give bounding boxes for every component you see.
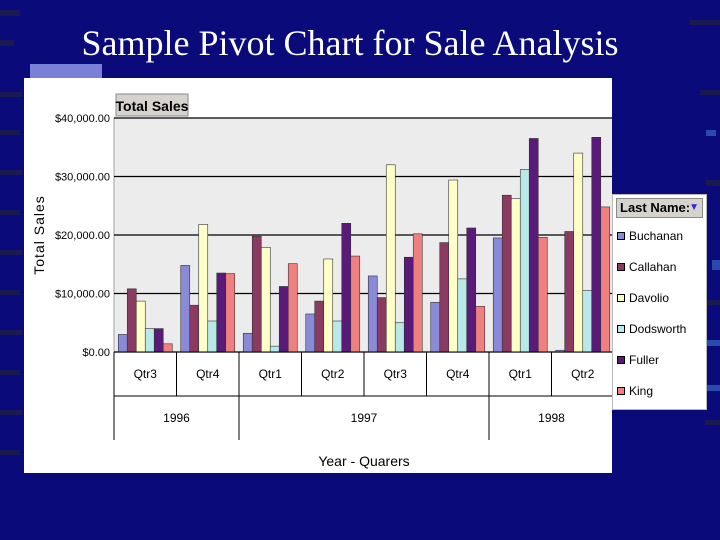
bar-callahan xyxy=(564,231,575,353)
bar-callahan xyxy=(314,300,325,353)
bar-davolio xyxy=(385,164,396,353)
bar-buchanan xyxy=(180,265,191,353)
bar-davolio xyxy=(135,300,146,353)
bar-king xyxy=(350,255,361,353)
y-tick-label: $30,000.00 xyxy=(55,172,110,184)
bar-dodsworth xyxy=(269,345,280,353)
legend-label: Dodsworth xyxy=(629,322,687,336)
legend-label: Buchanan xyxy=(629,229,684,243)
chart-legend: Last Name: ▼ Buchanan Callahan Davolio Dods… xyxy=(612,194,707,410)
bar-dodsworth xyxy=(332,320,343,353)
legend-item: King xyxy=(613,376,706,407)
x-tick-label: Qtr1 xyxy=(259,367,283,381)
bar-king xyxy=(537,237,548,353)
bar-king xyxy=(600,206,611,353)
y-tick-label: $0.00 xyxy=(82,347,110,359)
bar-king xyxy=(287,263,298,353)
legend-item: Fuller xyxy=(613,345,706,376)
bar-dodsworth xyxy=(144,328,155,353)
y-tick-label: $20,000.00 xyxy=(55,230,110,242)
bar-fuller xyxy=(466,227,477,353)
bar-davolio xyxy=(573,152,584,353)
x-group-label: 1998 xyxy=(538,411,565,425)
bar-callahan xyxy=(501,194,512,353)
bar-buchanan xyxy=(305,313,316,353)
legend-items: Buchanan Callahan Davolio Dodsworth Fuller Ki… xyxy=(613,221,706,407)
x-tick-label: Qtr3 xyxy=(134,367,158,381)
legend-swatch xyxy=(617,356,625,364)
legend-item: Davolio xyxy=(613,283,706,314)
bar-king xyxy=(475,306,486,353)
bar-davolio xyxy=(510,198,521,353)
bar-dodsworth xyxy=(519,169,530,353)
x-tick-label: Qtr4 xyxy=(446,367,470,381)
bar-king xyxy=(162,343,173,353)
legend-item: Callahan xyxy=(613,252,706,283)
x-group-label: 1996 xyxy=(163,411,190,425)
bar-fuller xyxy=(216,272,227,353)
bar-davolio xyxy=(448,179,459,353)
bar-fuller xyxy=(153,328,164,353)
bar-fuller xyxy=(341,223,352,353)
bar-callahan xyxy=(189,304,200,353)
bar-dodsworth xyxy=(457,278,468,353)
legend-swatch xyxy=(617,294,625,302)
legend-swatch xyxy=(617,325,625,333)
x-axis-label: Year - Quarers xyxy=(318,453,409,469)
bar-king xyxy=(412,233,423,353)
x-group-label: 1997 xyxy=(351,411,378,425)
bar-callahan xyxy=(126,288,137,353)
y-tick-label: $10,000.00 xyxy=(55,289,110,301)
chart-title-box xyxy=(115,93,189,117)
legend-label: Callahan xyxy=(629,260,677,274)
slide-title-tab xyxy=(30,64,102,80)
bar-callahan xyxy=(439,242,450,353)
legend-label: Fuller xyxy=(629,353,660,367)
legend-label: King xyxy=(629,384,654,398)
legend-field-dropdown[interactable]: Last Name: ▼ xyxy=(616,198,703,218)
legend-swatch xyxy=(617,263,625,271)
x-tick-label: Qtr3 xyxy=(384,367,408,381)
y-tick-label: $40,000.00 xyxy=(55,113,110,125)
bar-fuller xyxy=(528,138,539,353)
legend-item: Buchanan xyxy=(613,221,706,252)
x-tick-label: Qtr4 xyxy=(196,367,220,381)
bar-king xyxy=(225,273,236,353)
bar-fuller xyxy=(278,286,289,353)
legend-label: Davolio xyxy=(629,291,670,305)
chart-title: Total Sales xyxy=(116,98,189,114)
bar-buchanan xyxy=(430,301,441,353)
slide-title: Sample Pivot Chart for Sale Analysis xyxy=(81,23,619,63)
bar-davolio xyxy=(323,258,334,353)
bar-fuller xyxy=(403,256,414,353)
bar-buchanan xyxy=(117,334,128,353)
bar-callahan xyxy=(251,235,262,353)
legend-swatch xyxy=(617,387,625,395)
bar-fuller xyxy=(591,137,602,353)
legend-title: Last Name: xyxy=(620,200,691,215)
bar-davolio xyxy=(260,246,271,353)
bar-davolio xyxy=(198,224,209,353)
bar-dodsworth xyxy=(582,290,593,353)
bar-buchanan xyxy=(242,332,253,353)
bar-dodsworth xyxy=(394,322,405,353)
chart-panel: Total Sales $0.00 $10,000.00 $20,000.00 $30,… xyxy=(24,78,612,473)
legend-swatch xyxy=(617,232,625,240)
dropdown-arrow-icon[interactable]: ▼ xyxy=(689,202,699,213)
bar-callahan xyxy=(376,297,387,353)
x-tick-label: Qtr1 xyxy=(509,367,533,381)
bar-buchanan xyxy=(492,237,503,353)
bar-dodsworth xyxy=(207,320,218,353)
legend-item: Dodsworth xyxy=(613,314,706,345)
pivot-chart: Total Sales $0.00 $10,000.00 $20,000.00 $30,… xyxy=(31,93,612,469)
y-axis-label: Total Sales xyxy=(31,195,47,274)
bar-buchanan xyxy=(367,275,378,353)
x-tick-label: Qtr2 xyxy=(321,367,345,381)
x-tick-label: Qtr2 xyxy=(571,367,595,381)
